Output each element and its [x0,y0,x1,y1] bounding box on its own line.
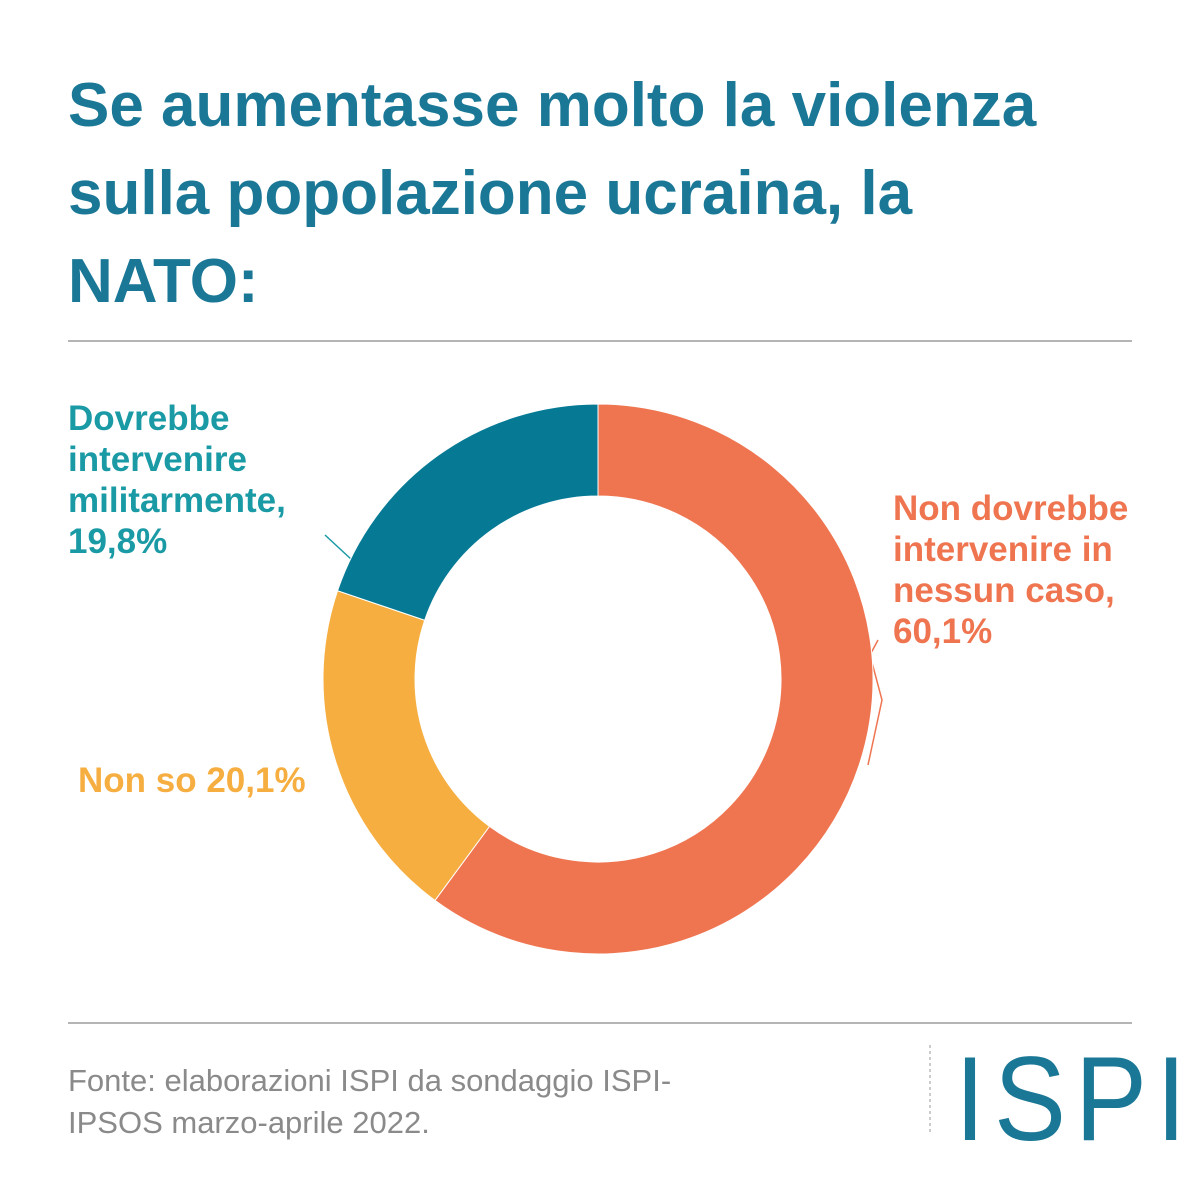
slice-label: Non so 20,1% [78,760,378,801]
slice-value: 20,1% [206,761,306,800]
separator [68,340,1132,342]
leader-line [324,534,353,561]
slice-category: Dovrebbe intervenire militarmente, [68,399,286,520]
chart-title: Se aumentasse molto la violenza sulla po… [68,71,1037,316]
donut-slice [336,403,599,621]
slice-value: 19,8% [68,522,168,561]
leader-line [867,639,883,766]
donut-slice [434,403,874,955]
slice-label: Non dovrebbe intervenire in nessun caso,… [893,488,1193,652]
source-note: Fonte: elaborazioni ISPI da sondaggio IS… [68,1063,672,1140]
donut-slice [322,590,491,902]
slice-category: Non dovrebbe intervenire in nessun caso, [893,489,1129,610]
logo: ISPI [955,1032,1196,1166]
slice-category: Non so [78,761,197,800]
slice-label: Dovrebbe intervenire militarmente, 19,8% [68,398,338,562]
slice-value: 60,1% [893,612,993,651]
separator [68,1022,1132,1024]
